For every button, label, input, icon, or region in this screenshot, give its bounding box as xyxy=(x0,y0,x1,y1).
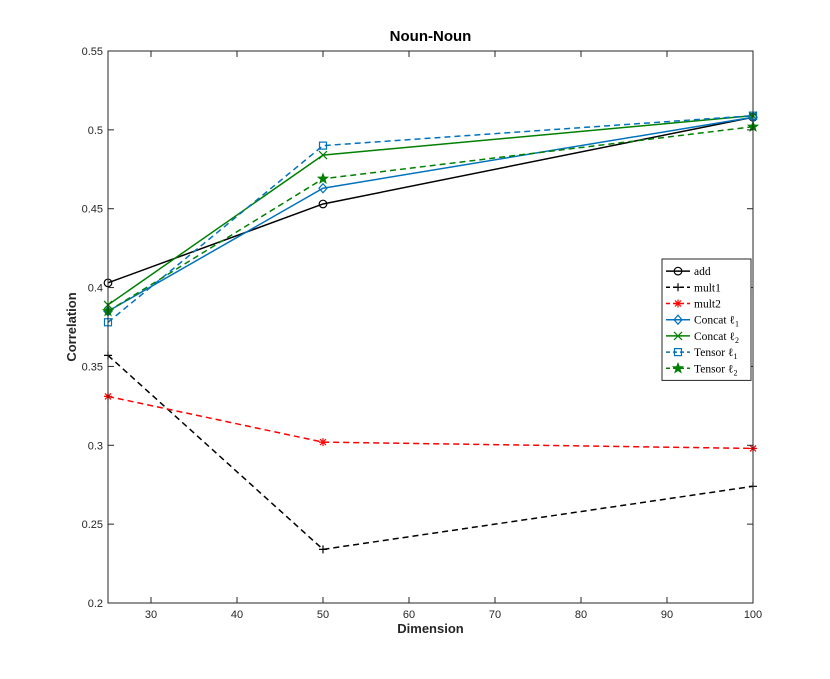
x-tick-label: 50 xyxy=(317,609,329,621)
legend-item: Concat ℓ2 xyxy=(666,331,739,345)
series-line xyxy=(107,125,754,312)
legend-marker xyxy=(673,331,683,341)
series-tensor-1 xyxy=(103,111,758,327)
plot-marks xyxy=(101,111,760,554)
legend-item: add xyxy=(666,266,711,278)
x-tick-label: 100 xyxy=(744,609,762,621)
legend-marker xyxy=(674,299,682,308)
y-tick-label: 0.55 xyxy=(82,46,103,58)
legend-label: Tensor ℓ1 xyxy=(694,347,738,361)
series-line xyxy=(107,114,754,306)
y-tick-label: 0.2 xyxy=(88,598,103,610)
y-tick-label: 0.3 xyxy=(88,440,103,452)
y-tick-label: 0.4 xyxy=(88,283,103,295)
y-axis-label: Correlation xyxy=(64,292,79,361)
legend-item: Tensor ℓ2 xyxy=(666,361,738,377)
x-tick-label: 60 xyxy=(403,609,415,621)
series-line xyxy=(107,114,754,323)
legend-label: mult2 xyxy=(694,299,721,311)
series-mult2 xyxy=(104,392,757,453)
data-point xyxy=(318,199,328,209)
plot-area-frame xyxy=(107,50,754,604)
series-mult1 xyxy=(104,351,757,554)
legend-marker xyxy=(673,314,683,326)
data-point xyxy=(318,150,328,160)
legend-marker xyxy=(673,348,683,357)
series-concat-2 xyxy=(103,111,758,310)
legend-label: Concat ℓ1 xyxy=(694,315,739,329)
x-tick-label: 70 xyxy=(489,609,501,621)
series-add xyxy=(103,112,758,288)
legend-marker xyxy=(674,283,682,292)
series-line xyxy=(107,354,754,551)
series-line xyxy=(107,116,754,284)
legend-item: mult2 xyxy=(666,299,721,311)
legend-item: Concat ℓ1 xyxy=(666,314,739,329)
legend-label: add xyxy=(694,266,711,278)
data-point xyxy=(318,141,328,150)
x-axis-label: Dimension xyxy=(397,621,464,636)
legend-item: Tensor ℓ1 xyxy=(666,347,738,361)
x-tick-label: 80 xyxy=(575,609,587,621)
data-point xyxy=(316,172,330,184)
y-tick-label: 0.35 xyxy=(82,361,103,373)
x-tick-label: 90 xyxy=(661,609,673,621)
data-point xyxy=(319,545,327,554)
series-line xyxy=(107,116,754,312)
x-tick-label: 30 xyxy=(145,609,157,621)
legend: add mult1 mult2 Concat ℓ1 Concat ℓ2 Tensor ℓ1… xyxy=(661,258,752,381)
y-tick-label: 0.45 xyxy=(82,204,103,216)
x-tick-label: 40 xyxy=(231,609,243,621)
y-tick-label: 0.5 xyxy=(88,125,103,137)
legend-label: Tensor ℓ2 xyxy=(694,363,738,377)
data-point xyxy=(318,182,328,194)
series-tensor-2 xyxy=(101,120,760,317)
legend-label: mult1 xyxy=(694,282,721,294)
legend-label: Concat ℓ2 xyxy=(694,331,739,345)
y-tick-label: 0.25 xyxy=(82,519,103,531)
chart-title: Noun-Noun xyxy=(390,28,472,45)
legend-marker xyxy=(673,266,683,276)
series-concat-1 xyxy=(103,111,758,317)
axis-ticks: 30 40 50 60 70 80 90 100 0.2 0.25 0.3 0.35 0.4 0.45 0.… xyxy=(82,46,763,621)
legend-marker xyxy=(671,361,685,374)
data-point xyxy=(319,438,327,447)
legend-item: mult1 xyxy=(666,282,721,294)
series-line xyxy=(107,395,754,450)
